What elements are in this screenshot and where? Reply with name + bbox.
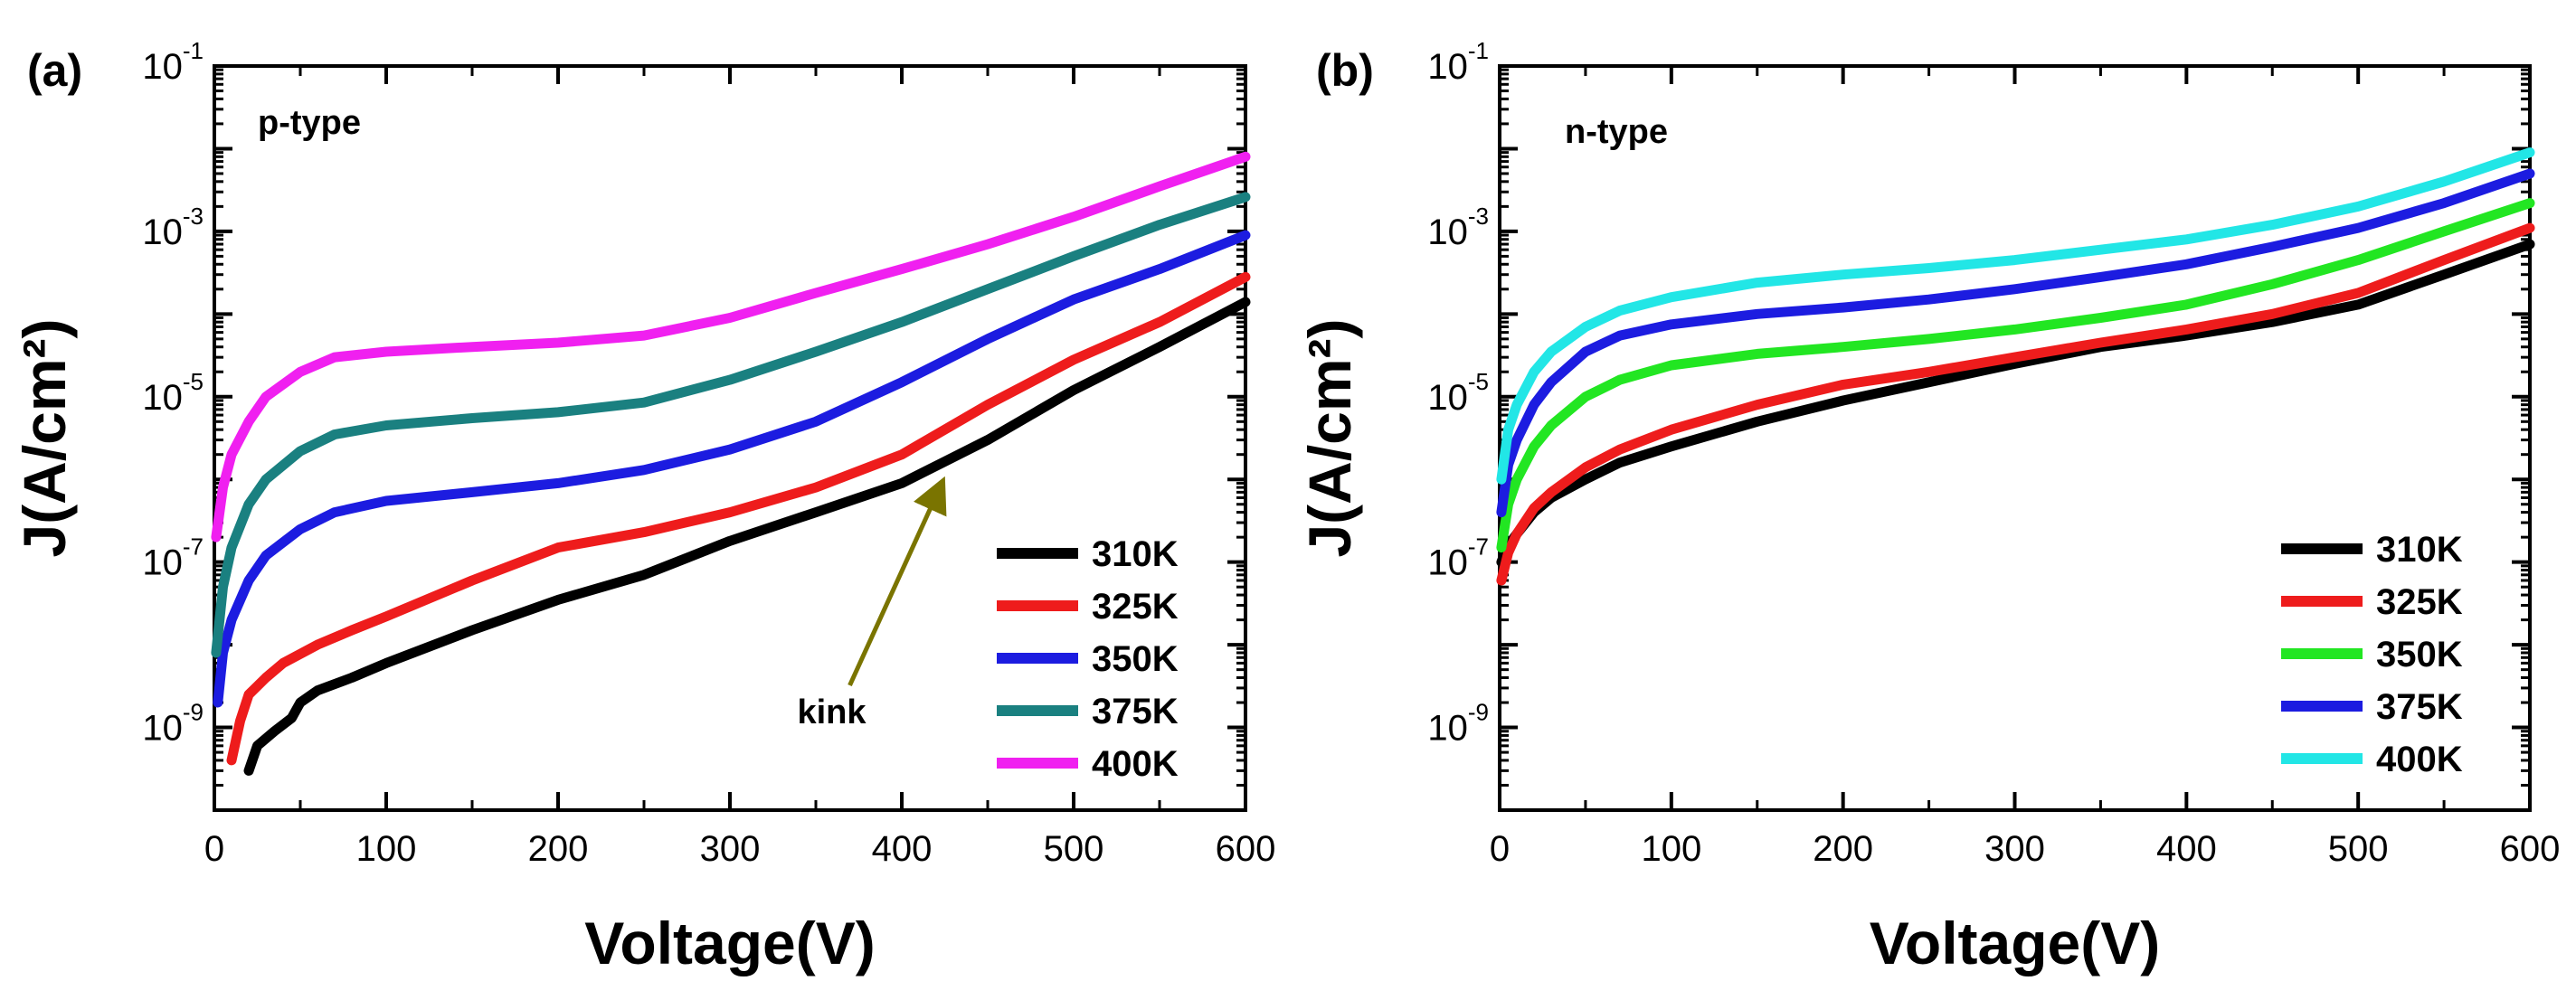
y-tick-label: 10-5	[142, 368, 204, 418]
x-tick-label: 200	[528, 829, 589, 869]
series-line-325K	[1496, 222, 2535, 586]
y-tick-label: 10-7	[142, 533, 204, 583]
x-tick-label: 300	[700, 829, 761, 869]
y-tick-label: 10-3	[142, 203, 204, 252]
type-annotation: n-type	[1565, 113, 1668, 151]
x-tick-label: 600	[2500, 829, 2561, 869]
legend-label-350K: 350K	[1092, 639, 1179, 679]
x-tick-label: 0	[1490, 829, 1510, 869]
series-line-350K	[1496, 198, 2535, 553]
series-line-310K	[243, 297, 1251, 776]
series-line-400K	[1496, 147, 2535, 485]
y-tick-label: 10-1	[142, 37, 204, 87]
legend-label-325K: 325K	[2376, 582, 2463, 622]
legend-label-310K: 310K	[1092, 534, 1179, 574]
series-line-350K	[213, 230, 1251, 708]
x-tick-label: 300	[1984, 829, 2045, 869]
y-axis-title: J(A/cm²)	[11, 318, 78, 557]
legend-label-400K: 400K	[2376, 740, 2463, 779]
panel-a: 0 100 200 300 400 500 600 10-1 10-3 10-5 10-7 10-9 V…	[11, 37, 1275, 976]
x-tick-label: 0	[204, 829, 224, 869]
legend-label-350K: 350K	[2376, 635, 2463, 675]
legend-label-375K: 375K	[2376, 687, 2463, 727]
x-axis-title: Voltage(V)	[584, 910, 875, 976]
panel-label: (b)	[1316, 45, 1374, 96]
panel-label: (a)	[27, 45, 82, 96]
legend-label-325K: 325K	[1092, 587, 1179, 627]
x-tick-label: 400	[872, 829, 933, 869]
kink-arrow	[848, 476, 947, 687]
x-tick-label: 500	[1044, 829, 1104, 869]
series-line-400K	[211, 151, 1251, 542]
y-tick-label: 10-1	[1427, 37, 1489, 87]
plot-frame	[213, 64, 1247, 812]
legend-label-310K: 310K	[2376, 530, 2463, 570]
series-line-325K	[226, 271, 1251, 766]
y-tick-label: 10-3	[1427, 203, 1489, 252]
type-annotation: p-type	[258, 104, 361, 142]
legend-label-400K: 400K	[1092, 744, 1179, 784]
x-tick-label: 400	[2156, 829, 2217, 869]
y-axis-title: J(A/cm²)	[1296, 318, 1363, 557]
x-tick-label: 200	[1813, 829, 1873, 869]
panel-b: 0 100 200 300 400 500 600 10-1 10-3 10-5 10-7 10-9 V…	[1296, 37, 2560, 976]
x-tick-label: 100	[356, 829, 417, 869]
y-tick-label: 10-7	[1427, 533, 1489, 583]
kink-label: kink	[797, 693, 867, 731]
series-line-375K	[211, 192, 1251, 658]
legend-label-375K: 375K	[1092, 692, 1179, 731]
x-tick-label: 600	[1216, 829, 1276, 869]
series-line-375K	[1496, 168, 2535, 518]
x-tick-label: 500	[2328, 829, 2389, 869]
y-tick-label: 10-9	[142, 699, 204, 749]
x-tick-label: 100	[1641, 829, 1701, 869]
x-axis-title: Voltage(V)	[1870, 910, 2160, 976]
y-tick-label: 10-9	[1427, 699, 1489, 749]
y-tick-label: 10-5	[1427, 368, 1489, 418]
